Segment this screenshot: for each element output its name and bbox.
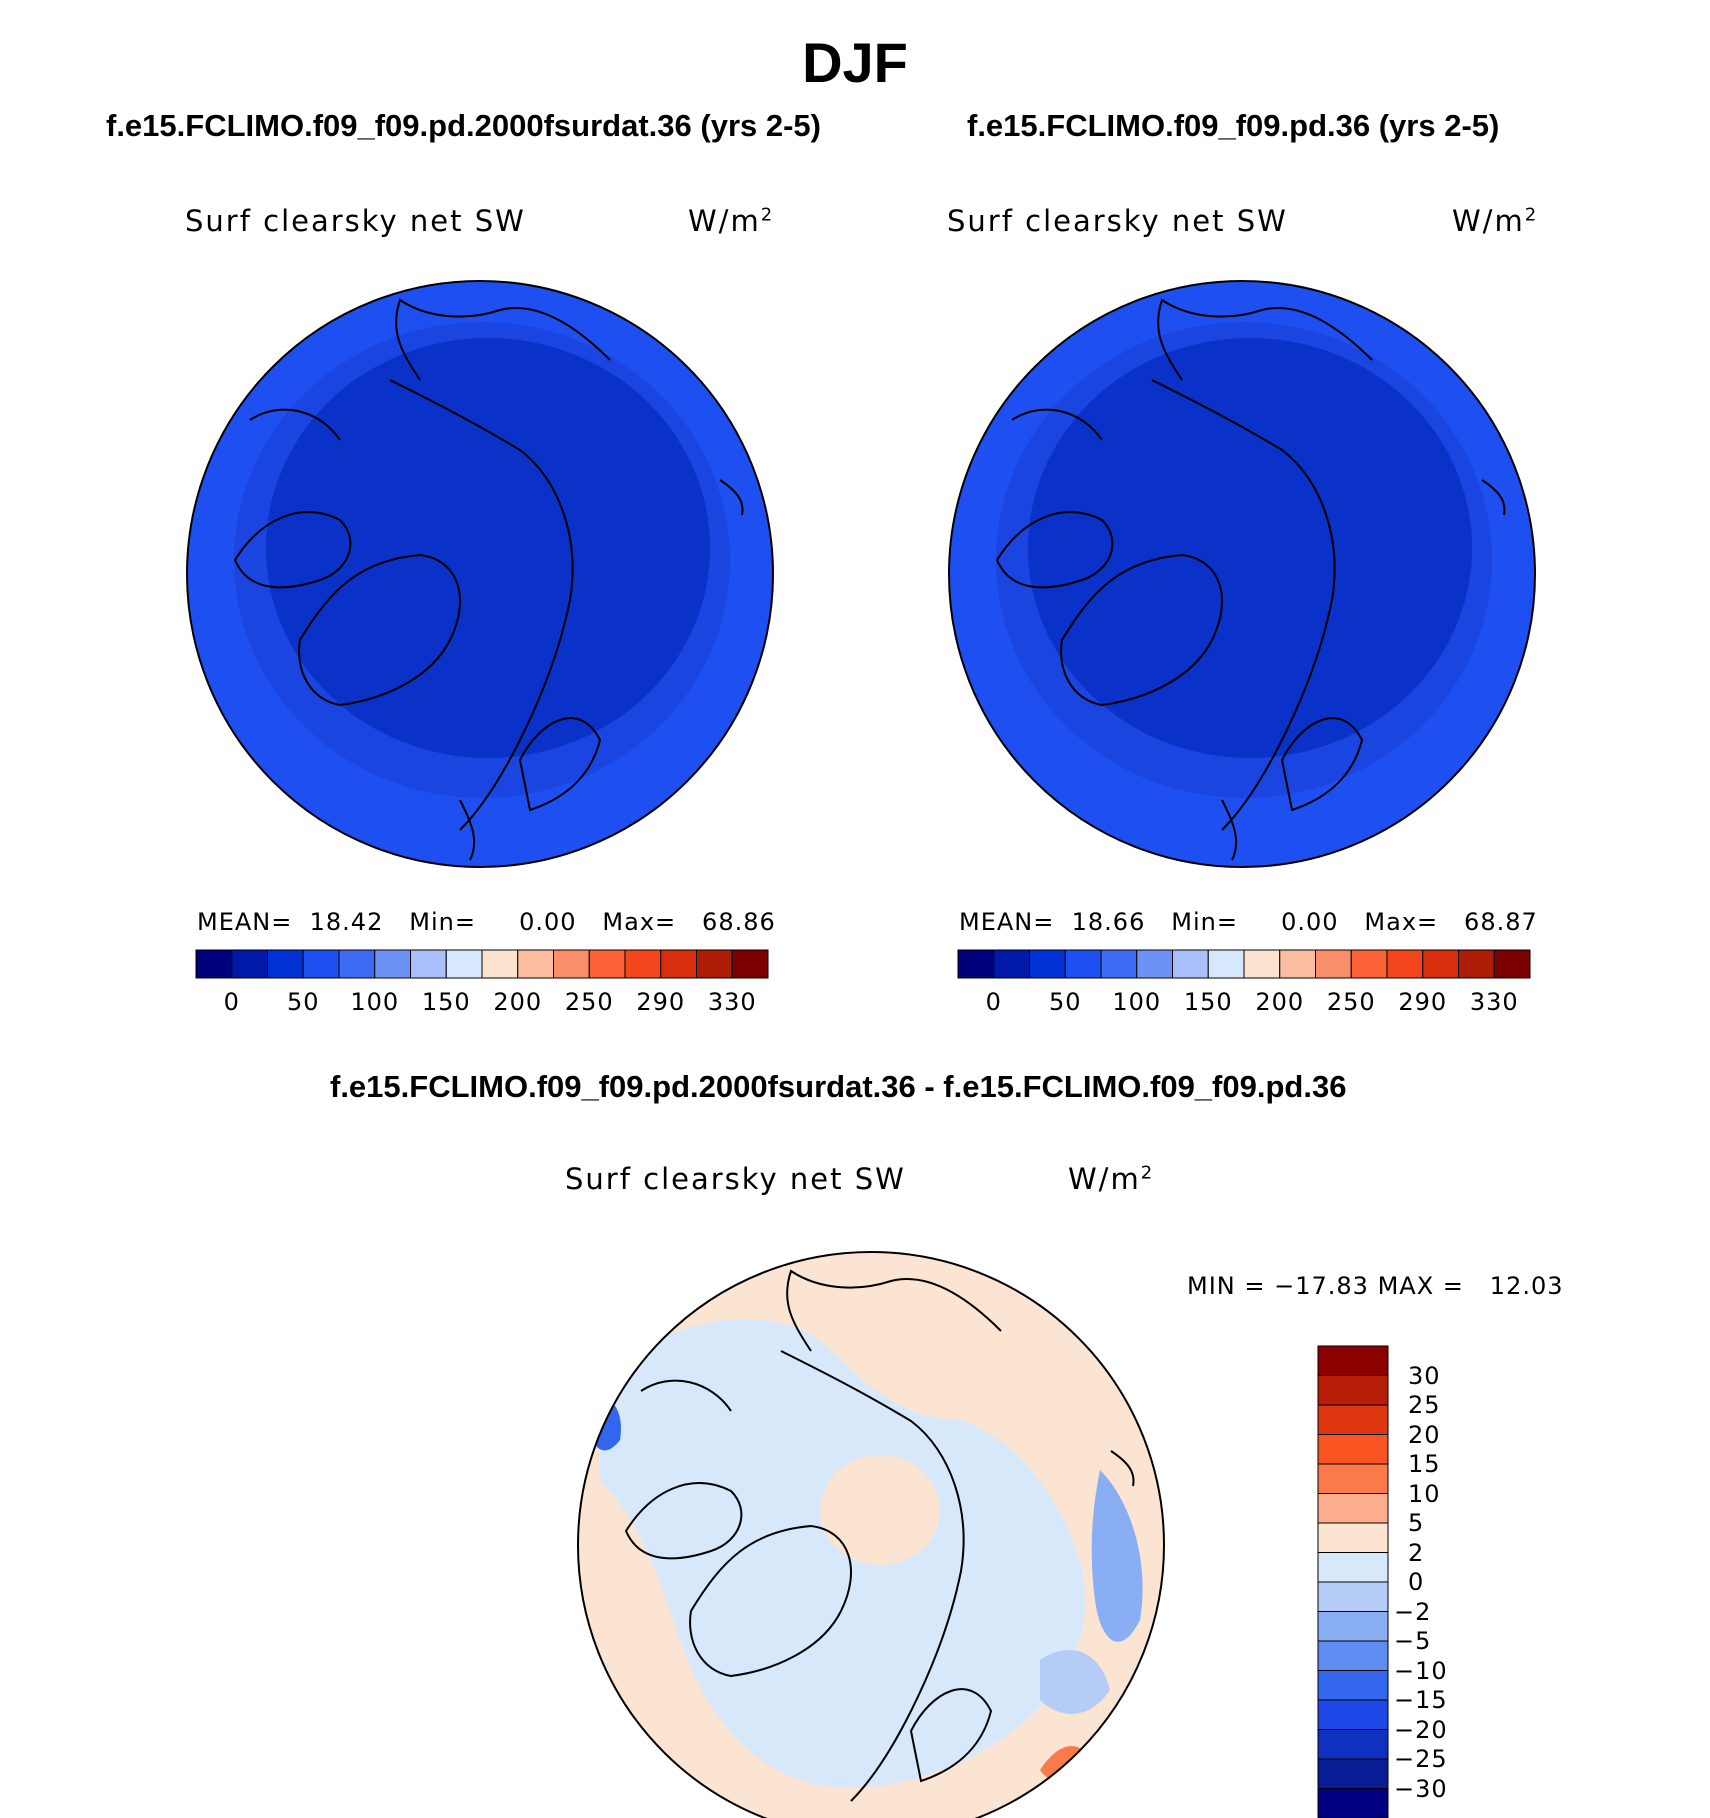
diff-colorbar-box-9 [1318, 1612, 1388, 1642]
diff-colorbar-box-3 [1318, 1435, 1388, 1465]
diff-colorbar-tick-label: 20 [1408, 1421, 1441, 1449]
diff-colorbar-tick-label: −25 [1394, 1745, 1448, 1773]
diff-colorbar-box-8 [1318, 1582, 1388, 1612]
diff-colorbar-tick-label: 10 [1408, 1480, 1441, 1508]
diff-colorbar-box-1 [1318, 1376, 1388, 1406]
diff-colorbar-box-13 [1318, 1730, 1388, 1760]
diff-colorbar-tick-label: −15 [1394, 1686, 1448, 1714]
diff-colorbar-box-5 [1318, 1494, 1388, 1524]
diff-colorbar-tick-label: −30 [1394, 1775, 1448, 1803]
diff-colorbar-box-4 [1318, 1464, 1388, 1494]
diff-colorbar-box-6 [1318, 1523, 1388, 1553]
diff-colorbar-box-12 [1318, 1700, 1388, 1730]
diff-colorbar-tick-label: 0 [1408, 1568, 1424, 1596]
diff-colorbar-box-15 [1318, 1789, 1388, 1818]
diff-colorbar-box-0 [1318, 1346, 1388, 1376]
diff-colorbar-tick-label: 2 [1408, 1539, 1424, 1567]
diff-colorbar-tick-label: 5 [1408, 1509, 1424, 1537]
diff-colorbar-tick-label: 15 [1408, 1450, 1441, 1478]
diff-colorbar-tick-label: −2 [1394, 1598, 1431, 1626]
diff-colorbar-box-10 [1318, 1641, 1388, 1671]
diff-colorbar-box-2 [1318, 1405, 1388, 1435]
diff-colorbar-box-14 [1318, 1759, 1388, 1789]
diff-colorbar-tick-label: −5 [1394, 1627, 1431, 1655]
diff-colorbar-box-7 [1318, 1553, 1388, 1583]
diff-pole-fill [820, 1455, 940, 1565]
diff-colorbar-tick-label: 30 [1408, 1362, 1441, 1390]
diff-colorbar-tick-label: 25 [1408, 1391, 1441, 1419]
diff-colorbar-tick-label: −10 [1394, 1657, 1448, 1685]
diff-colorbar-box-11 [1318, 1671, 1388, 1701]
diff-colorbar [1318, 1346, 1388, 1818]
diff-colorbar-tick-label: −20 [1394, 1716, 1448, 1744]
